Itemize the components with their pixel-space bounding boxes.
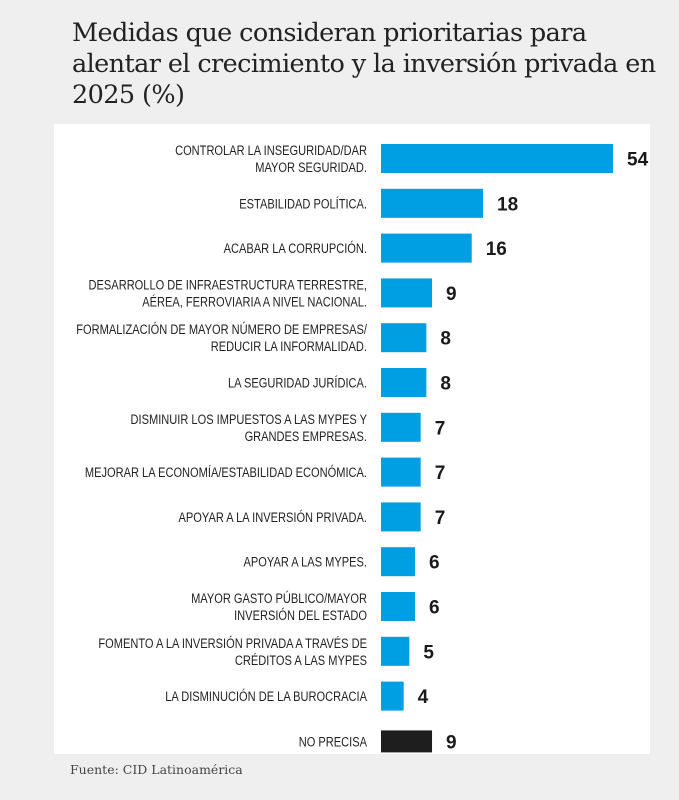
data-label: 9 [446,732,457,753]
data-label: 7 [435,463,446,484]
data-label: 16 [486,239,507,260]
category-label: INVERSIÓN DEL ESTADO [234,608,367,623]
bar [381,233,472,263]
data-label: 54 [627,150,649,171]
bar [381,144,613,173]
category-label: CRÉDITOS A LAS MYPES [235,653,367,668]
category-label: MAYOR GASTO PÚBLICO/MAYOR [191,591,367,606]
data-label: 6 [429,598,440,619]
category-label: NO PRECISA [299,734,367,749]
bar [381,457,421,487]
data-label: 4 [418,687,429,708]
category-label: ESTABILIDAD POLÍTICA. [239,196,367,211]
bar [381,681,404,711]
category-label: CONTROLAR LA INSEGURIDAD/DAR [175,143,367,158]
category-label: LA SEGURIDAD JURÍDICA. [228,376,367,391]
category-label: ACABAR LA CORRUPCIÓN. [224,241,367,256]
source-note: Fuente: CID Latinoamérica [70,762,243,777]
bar [381,547,416,577]
bar [381,730,433,753]
bar [381,636,410,666]
category-label: GRANDES EMPRESAS. [245,429,367,444]
data-label: 18 [497,194,518,215]
data-label: 9 [446,284,457,305]
bar [381,188,484,218]
bar [381,412,421,442]
category-label: DESARROLLO DE INFRAESTRUCTURA TERRESTRE, [89,277,367,292]
category-label: FORMALIZACIÓN DE MAYOR NÚMERO DE EMPRESA… [76,322,367,337]
bar [381,502,421,532]
data-label: 7 [435,418,446,439]
bar [381,368,427,397]
bar [381,278,433,308]
category-label: MAYOR SEGURIDAD. [255,160,367,175]
data-label: 7 [435,508,446,529]
chart-panel: 54 CONTROLAR LA INSEGURIDAD/DAR MAYOR SEGU… [54,124,650,754]
category-label: MEJORAR LA ECONOMÍA/ESTABILIDAD ECONÓMIC… [85,465,367,480]
category-label: APOYAR A LAS MYPES. [244,555,367,570]
data-label: 8 [440,329,451,350]
category-label: LA DISMINUCIÓN DE LA BUROCRACIA [165,689,367,704]
data-label: 5 [423,642,434,663]
category-label: AÉREA, FERROVIARIA A NIVEL NACIONAL. [142,294,367,309]
bar [381,592,416,621]
category-label: REDUCIR LA INFORMALIDAD. [211,339,367,354]
category-label: DISMINUIR LOS IMPUESTOS A LAS MYPES Y [131,412,367,427]
category-label: FOMENTO A LA INVERSIÓN PRIVADA A TRAVÉS … [98,636,367,651]
chart-title: Medidas que consideran prioritarias para… [72,18,656,110]
data-label: 8 [440,374,451,395]
category-label: APOYAR A LA INVERSIÓN PRIVADA. [179,510,367,525]
bar [381,323,427,353]
data-label: 6 [429,553,440,574]
